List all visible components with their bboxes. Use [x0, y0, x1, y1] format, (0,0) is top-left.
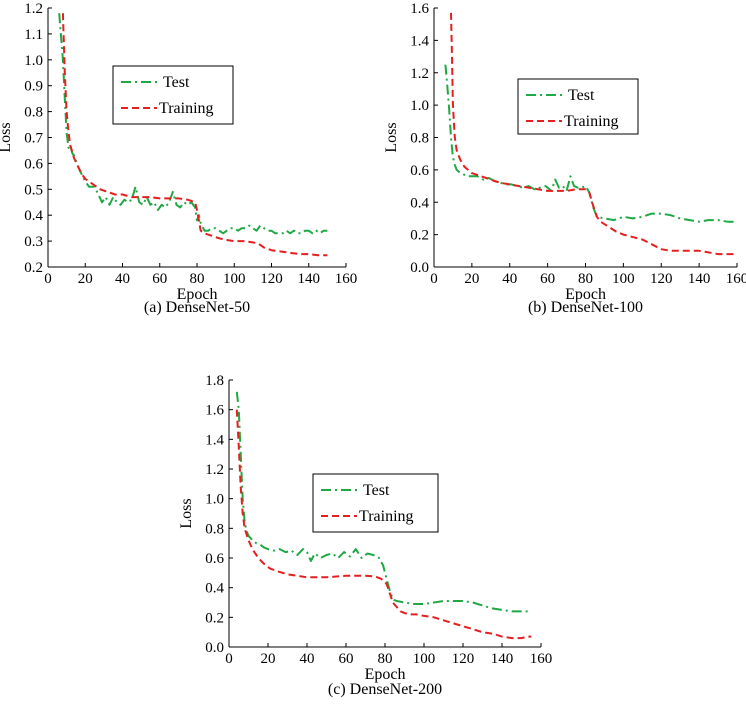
y-tick-label: 0.2 — [24, 260, 43, 276]
chart-1: 0 20 40 60 80 100 120 140 160 0.2 0.3 0.4 0.5 0.6 0.7 0… — [0, 1, 357, 316]
x-tick-label: 20 — [261, 651, 276, 667]
x-tick-label: 140 — [688, 271, 711, 287]
y-tick-label: 0.2 — [205, 610, 224, 626]
x-tick-label: 20 — [78, 271, 93, 287]
y-tick-label: 1.2 — [410, 66, 429, 82]
y-tick-label: 0.2 — [410, 228, 429, 244]
legend: Test Training — [112, 65, 234, 125]
legend-label-training: Training — [159, 100, 214, 117]
x-tick-label: 120 — [452, 651, 475, 667]
legend-label-test: Test — [163, 74, 190, 91]
legend-box — [312, 473, 439, 533]
x-tick-label: 20 — [464, 271, 479, 287]
y-tick-label: 0.9 — [24, 79, 43, 95]
x-tick-label: 80 — [190, 271, 205, 287]
series-line-test — [58, 13, 328, 235]
y-axis-label: Loss — [0, 122, 14, 152]
x-tick-label: 60 — [540, 271, 555, 287]
x-tick-label: 40 — [300, 651, 315, 667]
y-tick-label: 0.4 — [24, 208, 43, 224]
legend-label-test: Test — [363, 482, 390, 499]
chart-caption: (a) DenseNet-50 — [144, 299, 250, 316]
y-tick-label: 0.6 — [410, 163, 429, 179]
x-tick-label: 160 — [530, 651, 553, 667]
y-axis-label: Loss — [178, 498, 195, 528]
y-tick-label: 1.4 — [205, 432, 224, 448]
x-tick-label: 80 — [378, 651, 393, 667]
x-tick-label: 100 — [413, 651, 436, 667]
y-tick-label: 0.8 — [205, 521, 224, 537]
x-tick-label: 80 — [578, 271, 593, 287]
chart-caption: (c) DenseNet-200 — [328, 681, 442, 698]
x-tick-label: 0 — [44, 271, 52, 287]
x-axis-label: Epoch — [565, 286, 606, 303]
x-tick-label: 140 — [298, 271, 321, 287]
x-axis-label: Epoch — [365, 666, 406, 683]
y-tick-label: 1.1 — [24, 27, 43, 43]
x-tick-label: 40 — [115, 271, 130, 287]
chart-caption: (b) DenseNet-100 — [528, 299, 643, 316]
y-tick-label: 0.5 — [24, 182, 43, 198]
y-tick-label: 0.6 — [205, 551, 224, 567]
legend-box — [517, 78, 639, 135]
y-tick-label: 0.8 — [24, 105, 43, 121]
x-tick-label: 60 — [339, 651, 354, 667]
y-axis-label: Loss — [383, 122, 400, 152]
legend: Test Training — [312, 473, 439, 533]
y-tick-label: 0.4 — [205, 581, 224, 597]
x-tick-label: 120 — [650, 271, 673, 287]
legend-label-training: Training — [564, 113, 619, 130]
y-tick-label: 1.4 — [410, 33, 429, 49]
y-tick-label: 0.3 — [24, 234, 43, 250]
legend: Test Training — [517, 78, 639, 135]
y-tick-label: 1.0 — [205, 492, 224, 508]
y-tick-label: 1.2 — [205, 462, 224, 478]
y-tick-label: 0.8 — [410, 131, 429, 147]
x-tick-label: 0 — [430, 271, 438, 287]
y-tick-label: 1.6 — [410, 1, 429, 17]
series-line-training — [61, 13, 328, 257]
chart-3: 0 20 40 60 80 100 120 140 160 0.0 0.2 0.4 0.6 0.8 1.0 1… — [178, 373, 552, 698]
x-tick-label: 0 — [225, 651, 233, 667]
y-tick-label: 0.0 — [205, 640, 224, 656]
legend-label-training: Training — [359, 508, 414, 525]
y-tick-label: 0.0 — [410, 260, 429, 276]
y-tick-label: 1.0 — [410, 98, 429, 114]
x-tick-label: 160 — [726, 271, 746, 287]
x-tick-label: 100 — [612, 271, 635, 287]
x-tick-label: 100 — [223, 271, 246, 287]
series-line-test — [235, 391, 532, 613]
x-tick-label: 140 — [491, 651, 514, 667]
y-tick-label: 1.0 — [24, 53, 43, 69]
series-line-test — [444, 64, 737, 223]
series-line-training — [235, 409, 532, 640]
legend-label-test: Test — [568, 87, 595, 104]
legend-box — [112, 65, 234, 125]
y-tick-label: 0.4 — [410, 195, 429, 211]
x-tick-label: 60 — [152, 271, 167, 287]
y-tick-label: 1.8 — [205, 373, 224, 389]
y-tick-label: 0.7 — [24, 131, 43, 147]
x-tick-label: 120 — [260, 271, 283, 287]
x-axis-label: Epoch — [177, 286, 218, 303]
x-tick-label: 160 — [335, 271, 358, 287]
y-tick-label: 1.2 — [24, 1, 43, 17]
series-line-training — [450, 12, 737, 256]
y-tick-label: 1.6 — [205, 403, 224, 419]
chart-2: 0 20 40 60 80 100 120 140 160 0.0 0.2 0.4 0.6 0.8 1.0 1… — [383, 1, 746, 316]
y-tick-label: 0.6 — [24, 156, 43, 172]
x-tick-label: 40 — [502, 271, 517, 287]
